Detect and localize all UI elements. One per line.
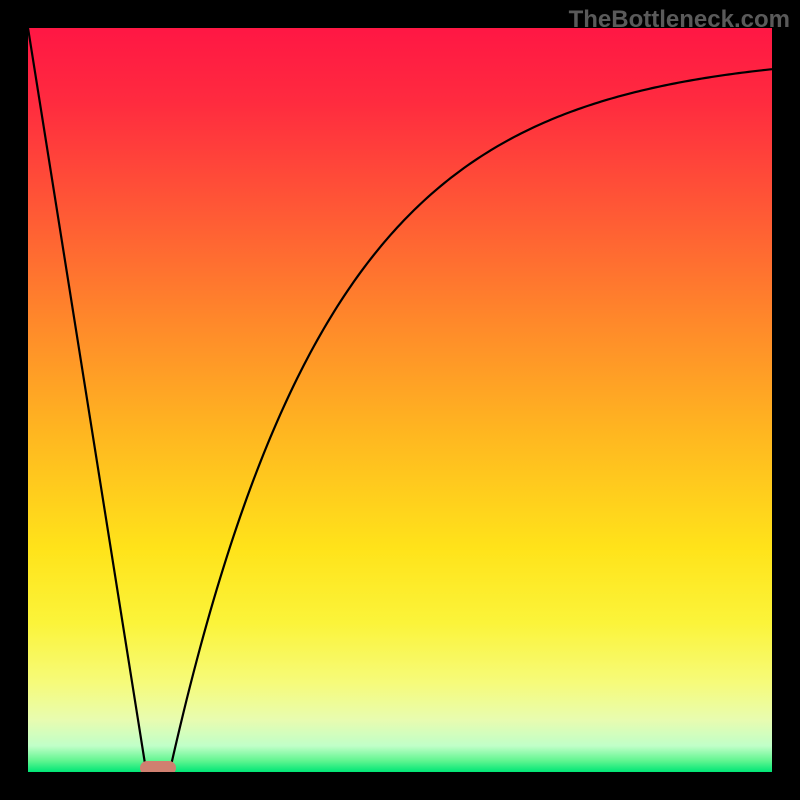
frame-border-right — [772, 0, 800, 800]
frame-border-bottom — [0, 772, 800, 800]
plot-svg — [0, 0, 800, 800]
watermark-text: TheBottleneck.com — [569, 6, 790, 34]
frame-border-left — [0, 0, 28, 800]
figure-container: TheBottleneck.com — [0, 0, 800, 800]
plot-background — [28, 28, 772, 772]
